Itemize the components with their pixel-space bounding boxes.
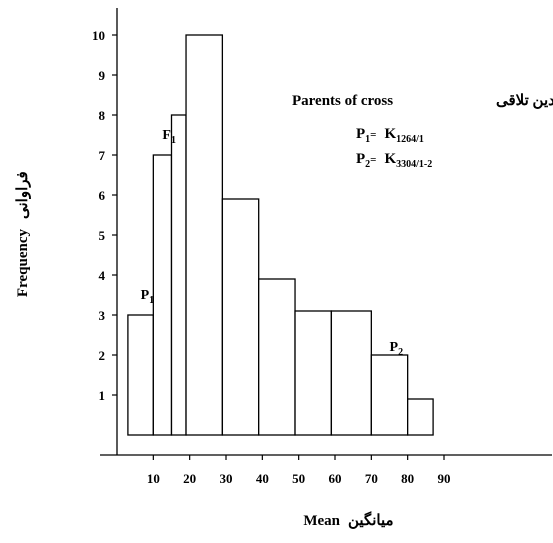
legend-p2-value-sub: 3304/1-2 — [396, 159, 432, 170]
legend-p2-eq: = — [370, 154, 376, 166]
y-tick-label-6: 6 — [99, 188, 106, 203]
x-tick-label-50: 50 — [292, 471, 305, 486]
x-tick-label-40: 40 — [256, 471, 269, 486]
x-axis-label: Mean میانگین — [303, 511, 393, 529]
histogram-bar-6 — [258, 278, 296, 436]
legend-p2-sub: 2 — [365, 159, 370, 170]
y-tick-label-9: 9 — [99, 68, 106, 83]
annotation-f1: F1 — [162, 128, 176, 146]
y-tick-label-3: 3 — [99, 308, 106, 323]
legend-p1-eq: = — [370, 129, 376, 141]
legend-p1-sub: 1 — [365, 134, 370, 145]
x-axis-label-fa: میانگین — [348, 511, 394, 529]
histogram-bars — [127, 34, 434, 436]
legend-p2-row: P2= K3304/1-2 — [356, 151, 432, 170]
histogram-bar-3 — [170, 114, 187, 436]
histogram-bar-7 — [294, 310, 333, 436]
histogram-bar-5 — [221, 198, 260, 436]
legend-title-en: Parents of cross — [292, 93, 393, 109]
histogram-bar-2 — [152, 154, 173, 436]
x-tick-label-10: 10 — [147, 471, 160, 486]
y-tick-label-10: 10 — [92, 28, 105, 43]
x-tick-label-60: 60 — [329, 471, 342, 486]
y-tick-label-5: 5 — [99, 228, 106, 243]
legend-p2-label: P — [356, 151, 365, 167]
legend-p1-row: P1= K1264/1 — [356, 126, 424, 145]
histogram-bar-4 — [185, 34, 224, 436]
histogram-bar-8 — [330, 310, 372, 436]
legend-p1-value: K — [384, 126, 396, 142]
y-axis-ticks: 1 2 3 4 5 6 7 8 9 10 — [92, 28, 117, 403]
y-tick-label-2: 2 — [99, 348, 106, 363]
histogram-bar-1 — [127, 314, 154, 436]
legend-p2-value: K — [384, 151, 396, 167]
x-tick-label-30: 30 — [220, 471, 233, 486]
y-axis-label: Frequency فراوانی — [15, 171, 31, 297]
histogram-bar-9 — [370, 354, 409, 436]
annotation-p2: P2 — [390, 340, 404, 358]
legend-p1-value-sub: 1264/1 — [396, 134, 424, 145]
x-tick-label-80: 80 — [401, 471, 414, 486]
annotation-p1: P1 — [141, 288, 155, 306]
legend: Parents of cross والدین تلاقی P1= K1264/1… — [292, 93, 553, 170]
x-tick-label-70: 70 — [365, 471, 378, 486]
y-tick-label-4: 4 — [99, 268, 106, 283]
legend-p1-label: P — [356, 126, 365, 142]
y-tick-label-7: 7 — [99, 148, 106, 163]
y-tick-label-8: 8 — [99, 108, 106, 123]
x-tick-label-20: 20 — [183, 471, 196, 486]
x-axis-label-en: Mean — [303, 513, 340, 529]
y-axis-label-en: Frequency — [15, 229, 31, 298]
svg-text:Parents of cross: Parents of cross — [292, 93, 393, 109]
histogram-bar-10 — [407, 398, 434, 436]
x-axis-ticks: 10 20 30 40 50 60 70 80 90 — [147, 455, 451, 486]
y-axis-label-fa: فراوانی — [15, 171, 31, 219]
legend-title-fa: والدین تلاقی — [496, 93, 553, 109]
y-tick-label-1: 1 — [99, 388, 106, 403]
x-tick-label-90: 90 — [438, 471, 451, 486]
